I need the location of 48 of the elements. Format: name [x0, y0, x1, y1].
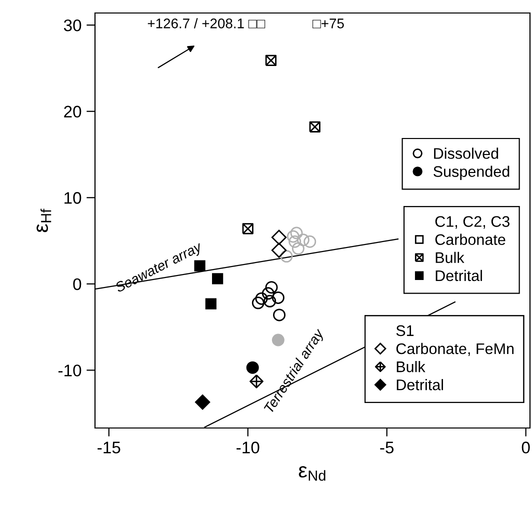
legend-label: Bulk [436, 252, 464, 264]
point [264, 294, 276, 308]
annotation: S1 [396, 325, 414, 336]
legend-label: Carbonate [435, 234, 506, 246]
point [272, 334, 284, 346]
x-tick-label: -10 [236, 442, 260, 454]
legend-label: Dissolved [434, 148, 498, 159]
point [309, 121, 320, 132]
point [304, 235, 316, 248]
point [288, 235, 302, 248]
y-tick-label: -10 [58, 364, 82, 376]
point [265, 54, 276, 66]
x-axis-title: ε$_{Nd}$ [298, 466, 326, 481]
point [195, 394, 210, 410]
point [242, 223, 254, 234]
point [292, 242, 304, 255]
annotation: +126.7 / +208.1 □□ [148, 18, 266, 28]
point [271, 242, 287, 258]
point [255, 292, 268, 305]
point [250, 374, 264, 388]
y-axis-title: ε$_{Hf}$ [36, 208, 52, 232]
legend-label: Carbonate, FeMn [396, 342, 514, 356]
legend-label: Suspended [434, 166, 510, 180]
x-tick-label: 0 [522, 442, 530, 454]
x-tick-label: -5 [380, 442, 394, 454]
point [262, 287, 274, 300]
point [271, 230, 287, 245]
y-tick-label: 20 [64, 106, 82, 118]
point [296, 234, 310, 246]
point [286, 230, 300, 243]
y-tick-label: 0 [73, 278, 82, 290]
legend-label: Detrital [396, 379, 443, 390]
y-tick-label: 10 [64, 192, 82, 204]
legend-label: Detrital [436, 270, 482, 282]
point [273, 308, 286, 322]
point [212, 273, 224, 284]
x-tick-label: -15 [98, 442, 120, 454]
point [246, 361, 259, 374]
point [265, 281, 278, 294]
annotation: C1, C2, C3 [435, 216, 510, 229]
point [252, 296, 264, 310]
point [280, 250, 293, 263]
point [272, 291, 284, 304]
point [205, 298, 216, 310]
y-tick-label: 30 [64, 19, 82, 32]
annotation: □+75 [312, 18, 344, 28]
point [290, 226, 303, 240]
legend-label: Bulk [396, 360, 426, 372]
